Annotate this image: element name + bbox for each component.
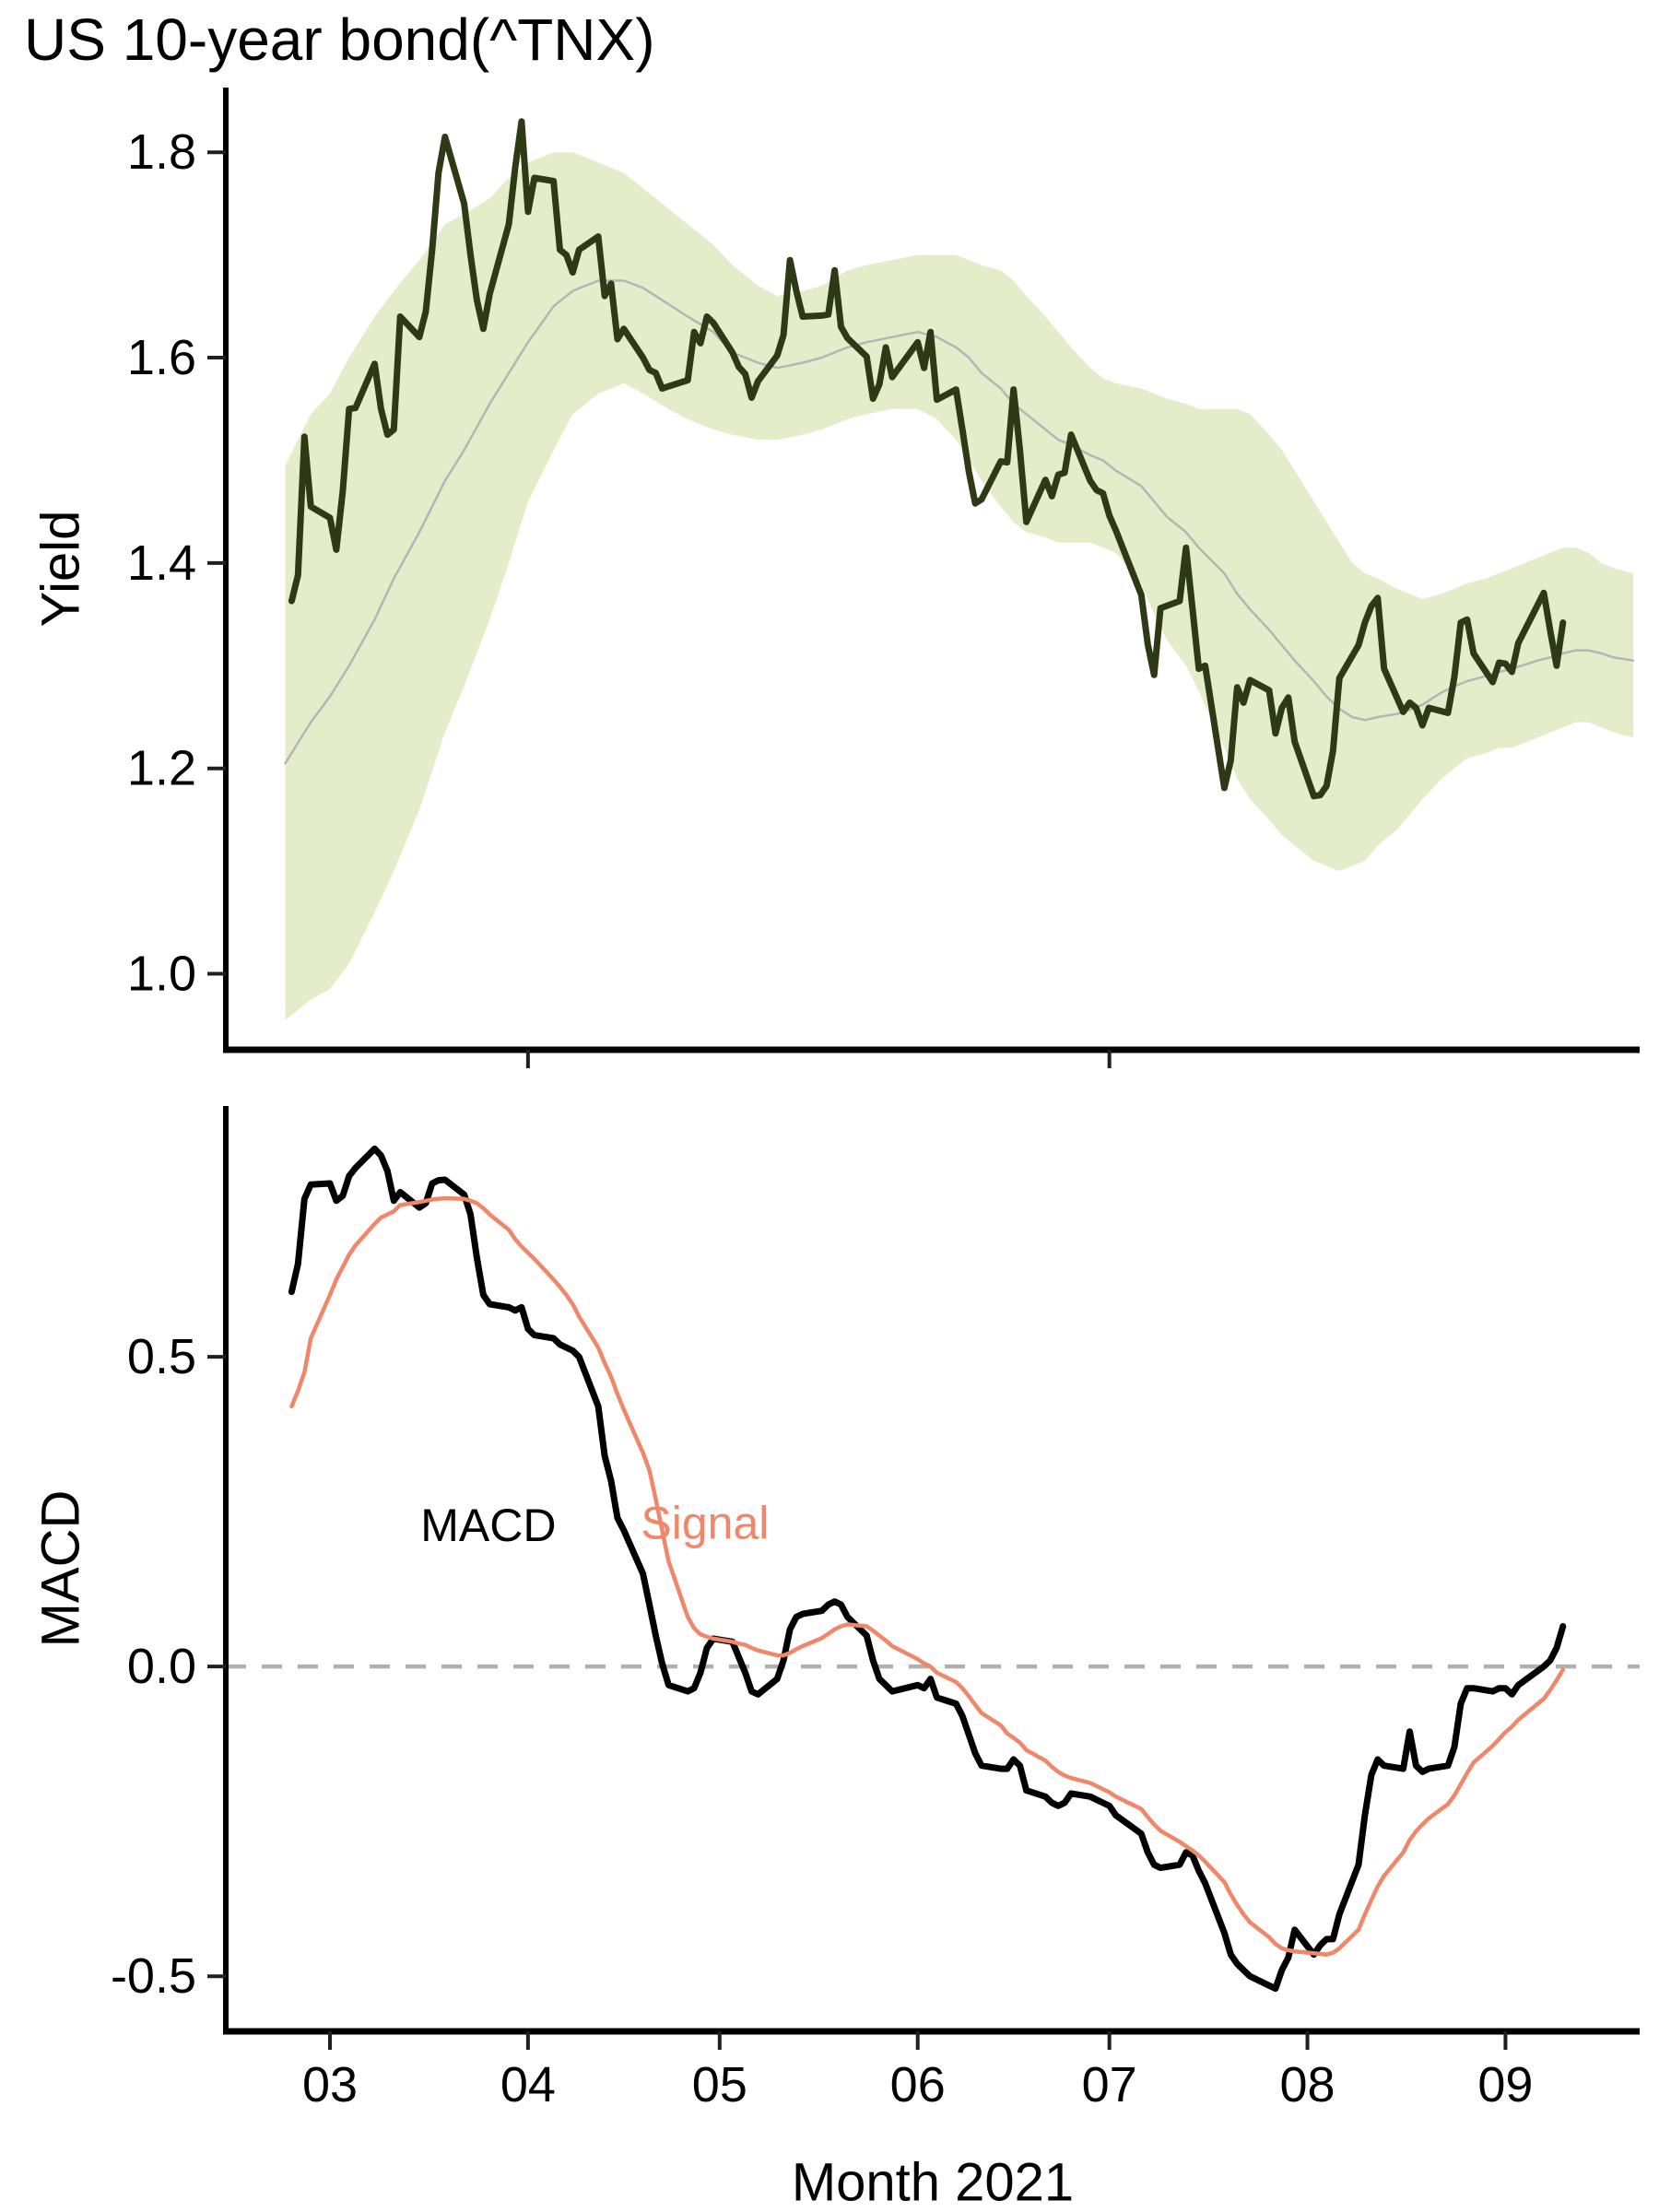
annotation-macd: MACD — [420, 1500, 556, 1551]
y-tick-label: 0.0 — [127, 1639, 196, 1694]
x-tick-label: 04 — [500, 2057, 556, 2112]
y-tick-label: 0.5 — [127, 1329, 196, 1384]
bollinger-ribbon — [285, 152, 1634, 1020]
x-tick-label: 03 — [302, 2057, 358, 2112]
x-tick-label: 09 — [1477, 2057, 1533, 2112]
y-tick-label: 1.2 — [127, 741, 196, 796]
yield-line — [288, 118, 1567, 800]
x-tick-label: 07 — [1082, 2057, 1137, 2112]
panel-price: 1.0 1.2 1.4 1.6 1.8 Yield — [31, 88, 1640, 1068]
ylabel-macd: MACD — [31, 1490, 91, 1648]
y-tick-label: 1.0 — [127, 947, 196, 1002]
y-tick-label: 1.4 — [127, 535, 196, 591]
xlabel: Month 2021 — [792, 2153, 1074, 2212]
plot-title: US 10-year bond(^TNX) — [24, 6, 655, 73]
y-tick-label: 1.6 — [127, 330, 196, 385]
macd-line — [288, 1145, 1567, 1993]
x-tick-label: 06 — [890, 2057, 946, 2112]
y-tick-label: -0.5 — [111, 1948, 196, 2004]
annotation-signal: Signal — [641, 1497, 769, 1548]
y-tick-label: 1.8 — [127, 124, 196, 180]
x-tick-label: 08 — [1280, 2057, 1335, 2112]
panel-macd: -0.5 0.0 0.5 03 04 05 06 07 08 09 MACD Month 2021 MA… — [31, 1106, 1640, 2212]
x-tick-label: 05 — [692, 2057, 747, 2112]
ylabel-price: Yield — [31, 511, 91, 628]
signal-line — [289, 1195, 1566, 1957]
